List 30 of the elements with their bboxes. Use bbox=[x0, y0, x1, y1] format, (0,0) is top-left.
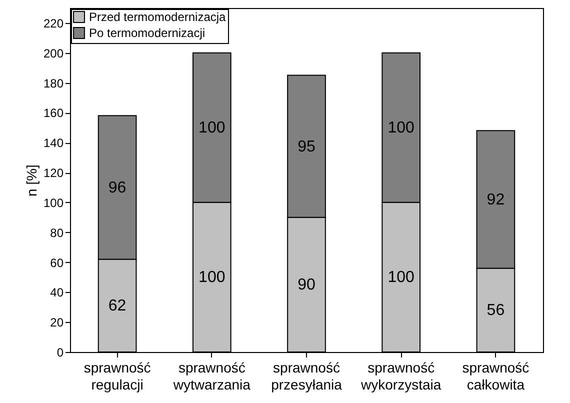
data-label: 95 bbox=[298, 138, 316, 156]
y-tick-label: 80 bbox=[50, 226, 64, 240]
y-axis-title: n [%] bbox=[23, 164, 40, 196]
x-tick-label: sprawność wytwarzania bbox=[172, 360, 251, 392]
data-label: 92 bbox=[486, 191, 505, 208]
y-tick-label: 40 bbox=[50, 286, 64, 300]
y-tick-label: 100 bbox=[43, 196, 64, 210]
y-tick-label: 220 bbox=[43, 16, 64, 30]
y-tick-label: 120 bbox=[43, 166, 64, 180]
data-label: 100 bbox=[388, 269, 415, 286]
y-tick-label: 20 bbox=[50, 316, 64, 330]
y-tick-label: 140 bbox=[43, 136, 64, 150]
y-tick-label: 180 bbox=[43, 76, 64, 90]
y-tick-label: 60 bbox=[50, 256, 64, 270]
data-label: 96 bbox=[108, 179, 126, 196]
data-label: 100 bbox=[198, 120, 226, 137]
data-label: 90 bbox=[298, 276, 316, 294]
y-tick-label: 160 bbox=[43, 106, 64, 120]
y-tick-label: 0 bbox=[56, 346, 64, 360]
data-label: 56 bbox=[486, 302, 505, 320]
x-tick-label: sprawność przesyłania bbox=[271, 360, 342, 392]
data-label: 62 bbox=[108, 298, 126, 315]
y-tick-label: 200 bbox=[43, 46, 64, 60]
x-tick-label: sprawność całkowita bbox=[462, 360, 530, 392]
x-tick-label: sprawność wykorzystaia bbox=[360, 360, 442, 392]
data-label: 100 bbox=[198, 269, 226, 286]
legend-label: Po termomodernizacji bbox=[89, 26, 206, 40]
x-tick-label: sprawność regulacji bbox=[84, 360, 151, 392]
data-label: 100 bbox=[388, 120, 415, 137]
legend-label: Przed termomodernizacja bbox=[89, 10, 226, 24]
